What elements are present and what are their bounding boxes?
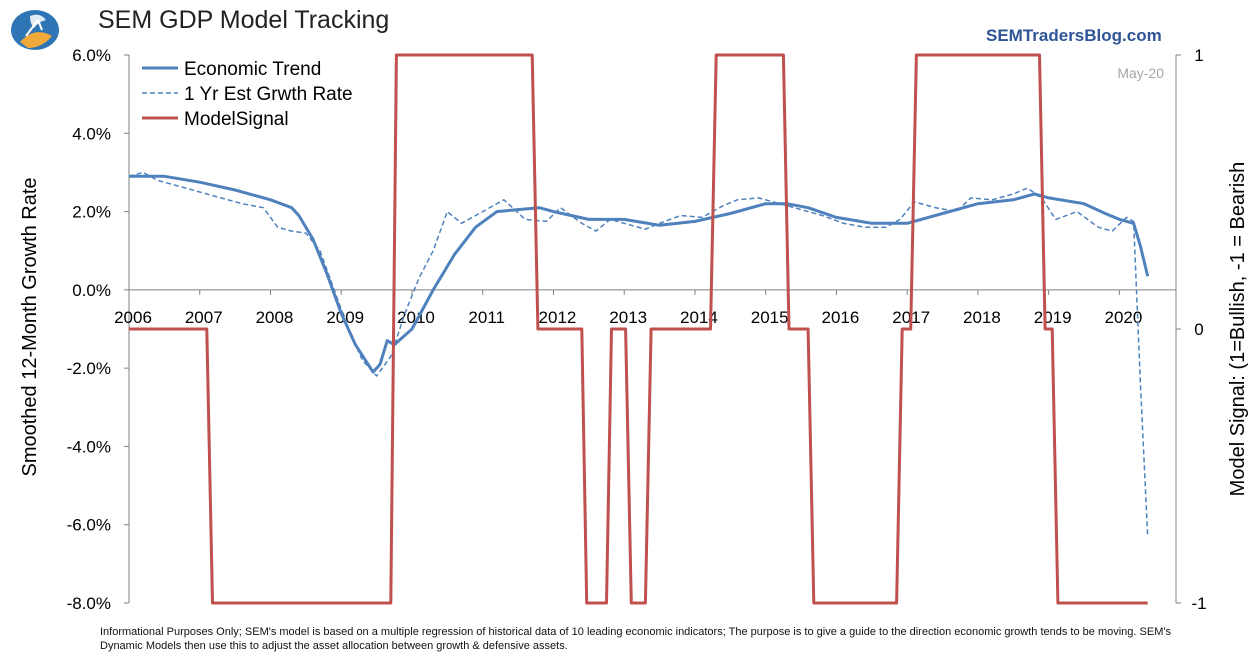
x-tick-label: 2020	[1104, 308, 1142, 327]
y-tick-label: -4.0%	[67, 437, 111, 456]
y2-axis-label: Model Signal: (1=Bullish, -1 = Bearish	[1227, 162, 1249, 497]
y-tick-label: -6.0%	[67, 516, 111, 535]
x-tick-label: 2012	[539, 308, 577, 327]
y-tick-label: -2.0%	[67, 359, 111, 378]
x-tick-label: 2019	[1034, 308, 1072, 327]
x-tick-label: 2013	[609, 308, 647, 327]
y2-tick-label: 0	[1194, 320, 1203, 339]
x-tick-label: 2007	[185, 308, 223, 327]
x-tick-label: 2009	[326, 308, 364, 327]
series-line-1-yr-est-grwth-rate	[128, 171, 1149, 537]
y-axis-label: Smoothed 12-Month Growth Rate	[19, 177, 41, 476]
y2-tick-label: 1	[1194, 46, 1203, 65]
legend-label: Economic Trend	[184, 59, 321, 80]
legend-label: ModelSignal	[184, 109, 289, 130]
y-tick-label: 0.0%	[72, 281, 111, 300]
y2-tick-label: -1	[1191, 594, 1206, 613]
chart-title: SEM GDP Model Tracking	[98, 6, 390, 34]
series-line-modelsignal	[129, 53, 1148, 605]
date-annotation: May-20	[1117, 65, 1164, 81]
sem-globe-logo-icon	[11, 10, 59, 50]
x-tick-label: 2008	[256, 308, 294, 327]
legend-label: 1 Yr Est Grwth Rate	[184, 84, 353, 105]
x-tick-label: 2006	[114, 308, 152, 327]
x-tick-label: 2014	[680, 308, 718, 327]
x-tick-label: 2011	[468, 308, 505, 327]
footnote-text: Informational Purposes Only; SEM's model…	[100, 626, 1171, 652]
y-tick-label: -8.0%	[67, 594, 111, 613]
x-tick-label: 2010	[397, 308, 435, 327]
x-tick-label: 2018	[963, 308, 1001, 327]
x-tick-label: 2015	[751, 308, 789, 327]
y-tick-label: 2.0%	[72, 203, 111, 222]
y-tick-label: 6.0%	[72, 46, 111, 65]
x-tick-label: 2016	[822, 308, 860, 327]
brand-link[interactable]: SEMTradersBlog.com	[986, 26, 1162, 45]
y-tick-label: 4.0%	[72, 124, 111, 143]
series-line-economic-trend	[129, 174, 1150, 374]
